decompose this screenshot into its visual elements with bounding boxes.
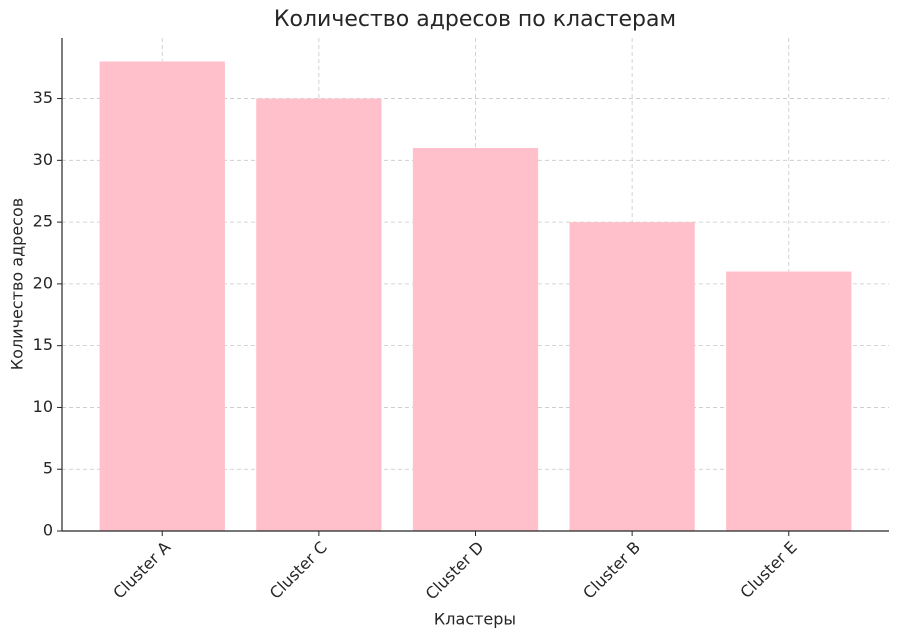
x-tick-label: Cluster C [266, 538, 331, 603]
x-axis-label: Кластеры [434, 610, 516, 629]
bar [726, 271, 852, 531]
y-tick-label: 20 [33, 273, 53, 292]
chart-title: Количество адресов по кластерам [274, 7, 676, 32]
x-tick-label: Cluster D [422, 538, 488, 604]
y-tick-label: 0 [43, 521, 53, 540]
y-axis-label: Количество адресов [8, 198, 27, 370]
bar [569, 222, 695, 531]
y-tick-label: 10 [33, 397, 53, 416]
y-tick-label: 5 [43, 459, 53, 478]
bar [99, 61, 225, 531]
bar [412, 147, 539, 532]
y-tick-label: 15 [33, 335, 53, 354]
y-tick-label: 35 [33, 88, 53, 107]
x-tick-label: Cluster A [109, 538, 174, 603]
y-tick-label: 25 [33, 212, 53, 231]
bar [256, 98, 382, 532]
x-tick-label: Cluster B [579, 538, 644, 603]
x-tick-label: Cluster E [736, 538, 800, 602]
y-tick-label: 30 [33, 150, 53, 169]
